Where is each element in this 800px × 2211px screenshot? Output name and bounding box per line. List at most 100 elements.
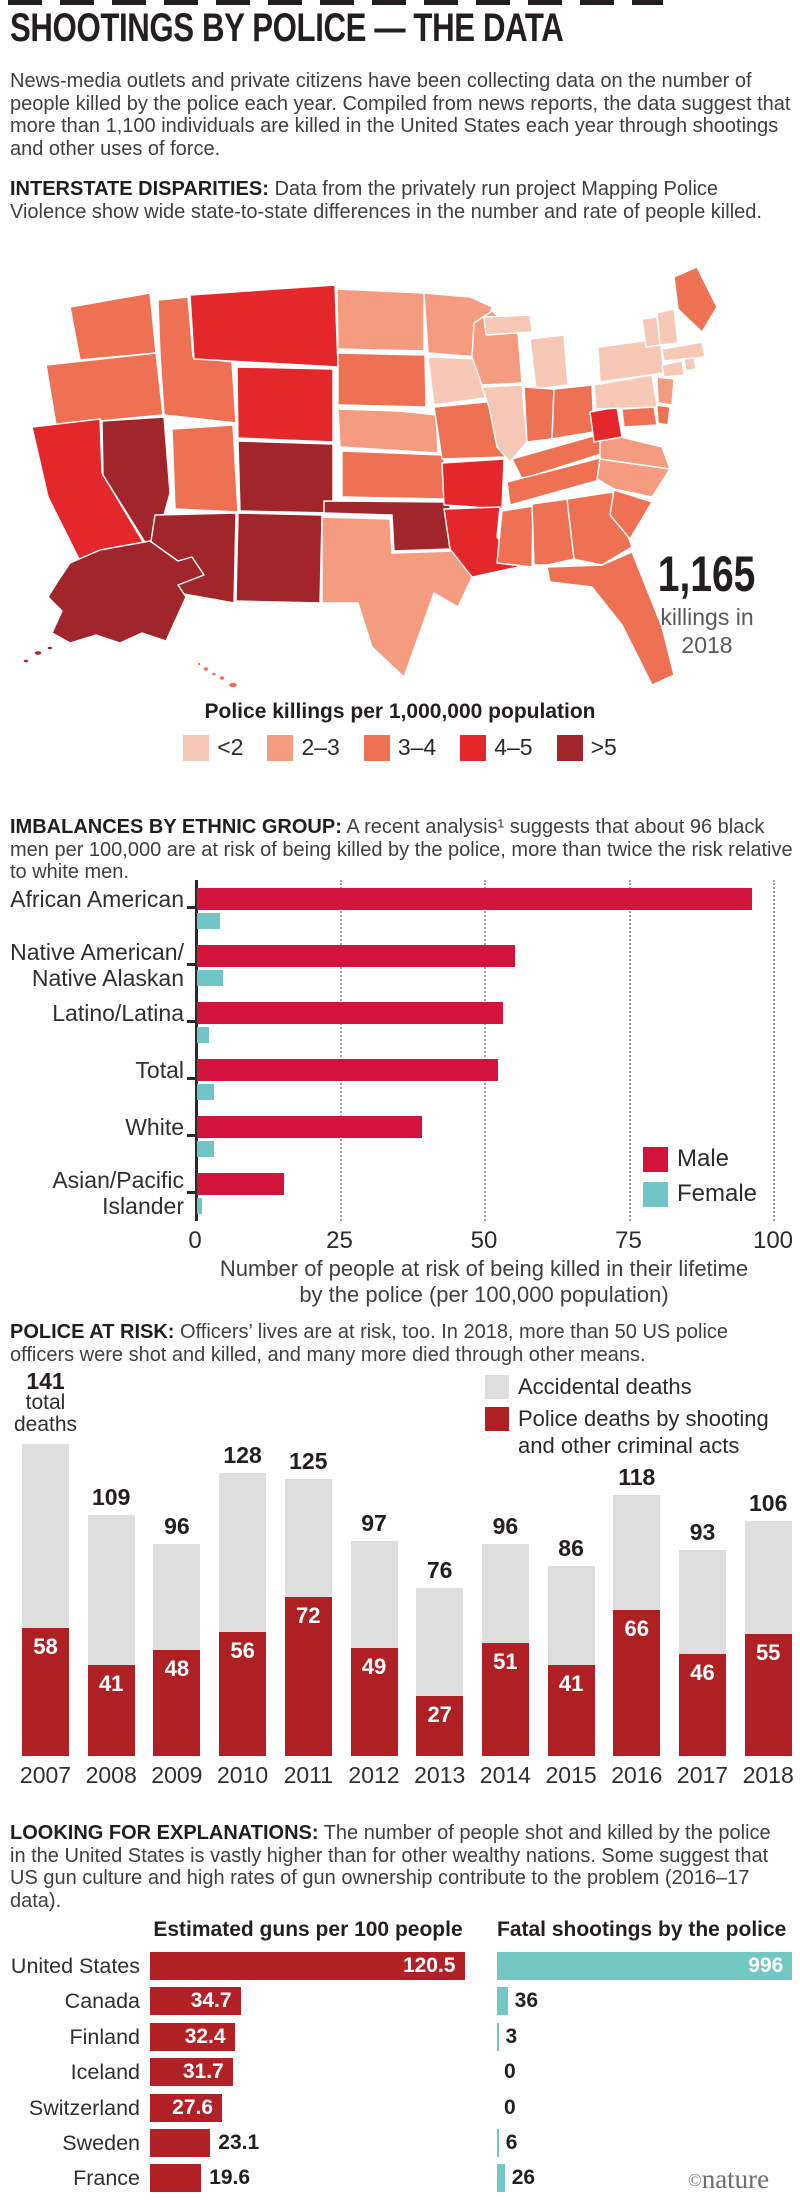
nature-logo-text: nature — [701, 2164, 770, 2194]
x-tick-label: 75 — [615, 1227, 642, 1254]
interstate-text: Data from the privately run project Mapp… — [10, 178, 762, 223]
state-UT — [171, 424, 239, 513]
imbalances-lead: IMBALANCES BY ETHNIC GROUP: — [10, 816, 342, 838]
shootings-value-label: 0 — [504, 2095, 516, 2119]
bar-accidental — [613, 1494, 661, 1610]
year-label: 2017 — [676, 1762, 729, 1788]
bar-male — [197, 1173, 284, 1195]
state-AR — [441, 458, 505, 510]
x-tick-label: 100 — [752, 1227, 794, 1254]
legend-swatch — [485, 1407, 509, 1431]
state-AK-island — [33, 649, 43, 657]
axis-tick — [187, 1077, 196, 1080]
guns-value-label: 32.4 — [184, 2024, 226, 2048]
state-MI-upper — [483, 314, 533, 336]
guns-value-label: 31.7 — [182, 2060, 224, 2084]
category-label: White — [125, 1114, 184, 1140]
state-IL — [481, 384, 528, 463]
legend-label: Police deaths by shooting and other crimi… — [518, 1405, 769, 1459]
guns-value-label: 19.6 — [209, 2166, 251, 2190]
year-label: 2010 — [217, 1762, 269, 1788]
bar-accidental — [219, 1472, 267, 1633]
intro-text: News-media outlets and private citizens … — [10, 70, 791, 160]
state-SC — [609, 489, 653, 540]
map-legend-item: 2–3 — [267, 734, 340, 761]
legend-swatch — [267, 734, 294, 761]
year-label: 2018 — [742, 1762, 794, 1788]
bar-shooting — [350, 1647, 398, 1756]
country-label: Sweden — [62, 2131, 140, 2155]
year-label: 2016 — [611, 1762, 663, 1788]
bar-shootings — [497, 2164, 505, 2193]
year-label: 2014 — [479, 1762, 531, 1788]
legend-series-label: Male — [677, 1145, 730, 1172]
category-label: Native American/Native Alaskan — [10, 939, 184, 991]
state-ME — [673, 266, 718, 333]
y-axis-line — [195, 880, 198, 1221]
legend-bucket-label: 3–4 — [397, 734, 437, 760]
state-OR — [45, 352, 164, 426]
shooting-value-label: 41 — [98, 1671, 124, 1697]
total-value-label: 96 — [492, 1512, 519, 1539]
map-callout: 1,165 killings in 2018 — [618, 545, 796, 659]
note-line: total — [25, 1390, 66, 1414]
bar-guns — [150, 1952, 465, 1980]
state-ID — [157, 296, 237, 424]
shooting-value-label: 56 — [230, 1638, 255, 1664]
axis-tick — [187, 1020, 196, 1023]
guns-value-label: 23.1 — [218, 2131, 260, 2154]
note-line: 141 — [26, 1367, 65, 1394]
state-DE — [656, 404, 671, 426]
legend-swatch — [643, 1146, 668, 1172]
state-NE — [337, 408, 439, 454]
axis-tick — [187, 906, 196, 909]
legend-label-line: Police deaths by shooting — [518, 1406, 769, 1431]
bar-female — [197, 1198, 202, 1214]
legend-item-female: Female — [643, 1180, 757, 1208]
bar-male — [197, 945, 515, 967]
state-NH — [656, 308, 679, 346]
state-TX — [321, 516, 473, 678]
bar-female — [197, 1027, 209, 1043]
legend-item-accidental: Accidental deaths — [485, 1373, 692, 1400]
copyright-icon: © — [688, 2170, 702, 2190]
legend-item-male: Male — [643, 1145, 729, 1173]
state-HI-island — [202, 665, 210, 673]
page-title: SHOOTINGS BY POLICE — THE DATA — [10, 6, 720, 51]
state-MT — [189, 284, 339, 368]
state-MI — [529, 334, 569, 390]
shootings-value-label: 26 — [511, 2166, 536, 2190]
shooting-value-label: 55 — [755, 1640, 781, 1666]
x-tick-label: 0 — [188, 1227, 202, 1254]
year-label: 2009 — [151, 1762, 203, 1788]
state-HI-island — [227, 681, 239, 689]
category-label: African American — [10, 886, 184, 912]
police-risk-lead: POLICE AT RISK: — [10, 1321, 175, 1343]
x-axis-caption: by the police (per 100,000 population) — [299, 1282, 669, 1307]
interstate-paragraph: INTERSTATE DISPARITIES: Data from the pr… — [10, 178, 794, 223]
state-NM — [235, 512, 323, 604]
bar-shooting — [153, 1649, 201, 1756]
legend-label-line: and other criminal acts — [518, 1433, 740, 1458]
state-AK — [47, 540, 205, 644]
bar-shooting — [613, 1609, 661, 1756]
bar-guns — [150, 2164, 202, 2193]
shooting-value-label: 46 — [690, 1660, 715, 1686]
state-WA — [69, 292, 157, 361]
imbalances-paragraph: IMBALANCES BY ETHNIC GROUP: A recent ana… — [10, 816, 794, 884]
total-value-label: 86 — [558, 1534, 584, 1561]
shootings-value-label: 996 — [748, 1954, 784, 1977]
bar-guns — [150, 2022, 235, 2051]
year-label: 2007 — [19, 1762, 72, 1788]
page-title-text: SHOOTINGS BY POLICE — THE DATA — [10, 6, 564, 50]
map-legend-items: <2 2–3 3–4 4–5 >5 — [0, 734, 800, 761]
bar-female — [197, 1084, 215, 1100]
bar-female — [197, 1141, 215, 1157]
interstate-lead: INTERSTATE DISPARITIES: — [10, 178, 269, 200]
shooting-value-label: 49 — [361, 1653, 387, 1679]
bar-male — [197, 1002, 504, 1024]
state-MS — [496, 505, 534, 568]
state-AK-island — [22, 658, 30, 664]
shootings-value-label: 6 — [505, 2131, 518, 2154]
legend-label: Accidental deaths — [518, 1374, 692, 1399]
